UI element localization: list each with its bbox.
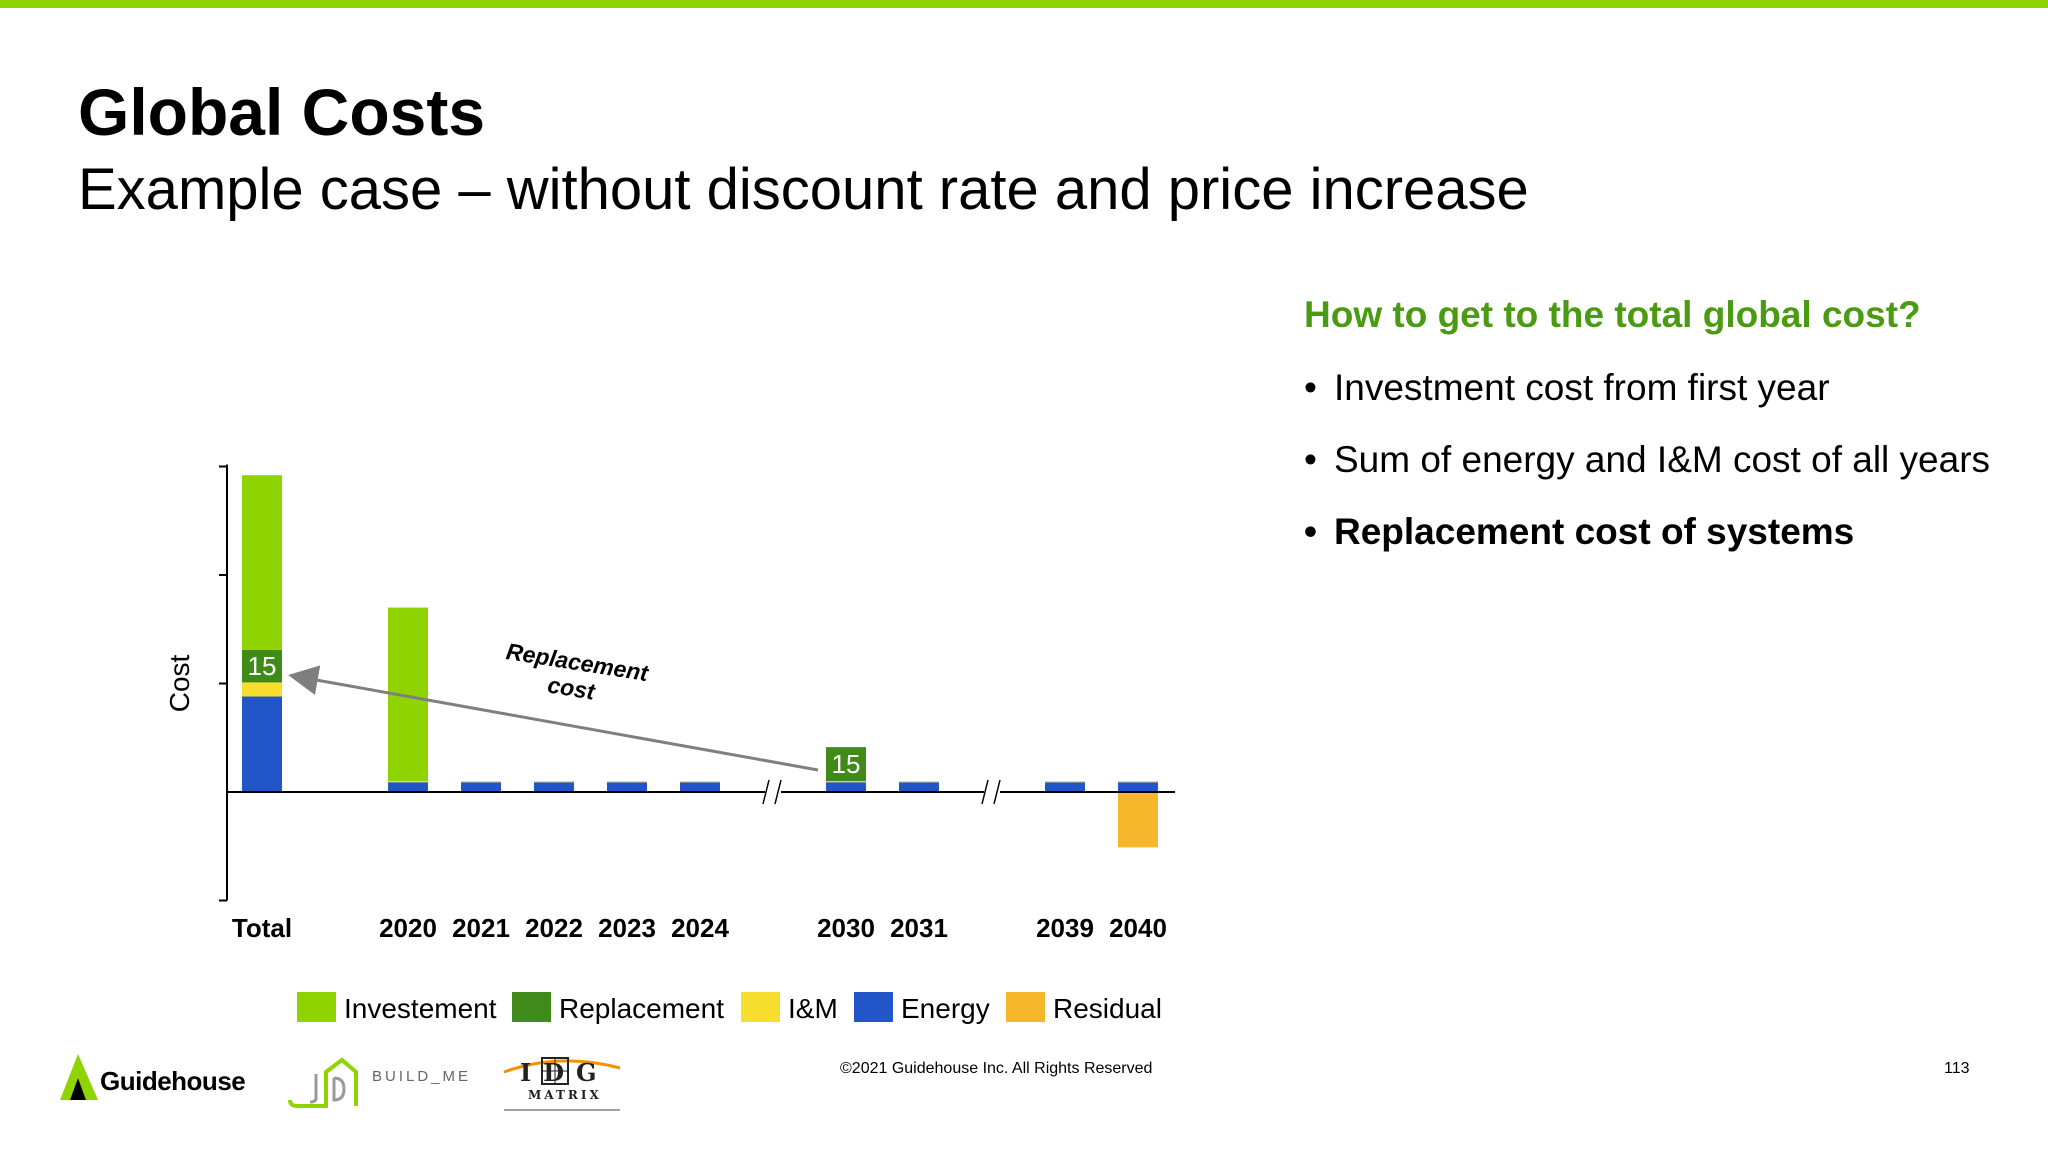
legend-label: Energy [901, 993, 990, 1024]
bar-i-m-2021 [461, 781, 501, 783]
bar-residual-2040 [1118, 792, 1158, 848]
bar-replacement-total [242, 649, 282, 683]
axis-break-mark [762, 779, 770, 805]
replacement-value-box [826, 747, 866, 782]
copyright-notice: ©2021 Guidehouse Inc. All Rights Reserve… [840, 1060, 1153, 1077]
bar-energy-2024 [680, 782, 720, 792]
bar-i-m-2024 [680, 781, 720, 783]
bar-i-m-2040 [1118, 781, 1158, 783]
bar-energy-2030 [826, 782, 866, 792]
bar-i-m-2022 [534, 781, 574, 783]
x-tick-label: 2031 [890, 913, 948, 943]
axis-break-mark [993, 779, 1001, 805]
legend-label: Replacement [559, 993, 724, 1024]
x-tick-label: 2024 [671, 913, 729, 943]
legend-swatch [1006, 992, 1045, 1022]
bar-i-m-2030 [826, 781, 866, 783]
bar-i-m-2023 [607, 781, 647, 783]
bar-energy-2023 [607, 782, 647, 792]
bar-energy-2040 [1118, 782, 1158, 792]
bar-investement-total [242, 475, 282, 650]
guidehouse-logo-icon [60, 1054, 98, 1100]
bar-energy-2039 [1045, 782, 1085, 792]
legend-swatch [297, 992, 336, 1022]
page-number: 113 [1944, 1060, 1970, 1077]
bullet-item: Replacement cost of systems [1304, 508, 2004, 555]
axis-break-mark [774, 779, 782, 805]
idg-logo-subtext: MATRIX [528, 1088, 602, 1102]
bar-i-m-total [242, 682, 282, 697]
bar-i-m-2031 [899, 781, 939, 783]
idg-logo-letters: IDG [520, 1058, 609, 1087]
replacement-value-label: 15 [832, 749, 861, 779]
build-me-logo-icon [288, 1057, 358, 1108]
legend-swatch [854, 992, 893, 1022]
bar-energy-2021 [461, 782, 501, 792]
bar-energy-2031 [899, 782, 939, 792]
replacement-value-label: 15 [248, 651, 277, 681]
axis-break-mark [981, 779, 989, 805]
side-panel-bullets: Investment cost from first year Sum of e… [1304, 364, 2004, 580]
axis-break-gap [765, 789, 781, 795]
x-tick-label: 2030 [817, 913, 875, 943]
idg-matrix-logo-icon [503, 1057, 621, 1111]
legend-swatch [512, 992, 551, 1022]
y-axis-label: Cost [164, 654, 195, 712]
legend-swatch [741, 992, 780, 1022]
bar-energy-2022 [534, 782, 574, 792]
bar-i-m-2039 [1045, 781, 1085, 783]
bullet-item: Sum of energy and I&M cost of all years [1304, 436, 2004, 483]
bar-i-m-2020 [388, 781, 428, 783]
page-title: Global Costs [78, 75, 486, 149]
bullet-item: Investment cost from first year [1304, 364, 2004, 411]
axis-break-gap [984, 789, 1000, 795]
legend-label: Investement [344, 993, 497, 1024]
stacked-bar-chart: Cost Total 2020 2021 2022 2023 2024 2030 2031 203… [164, 464, 1175, 1024]
x-tick-label: 2039 [1036, 913, 1094, 943]
x-tick-label: 2023 [598, 913, 656, 943]
annotation-arrow [288, 665, 819, 772]
page-subtitle: Example case – without discount rate and… [78, 157, 1529, 222]
bar-energy-2020 [388, 782, 428, 792]
x-tick-label: 2021 [452, 913, 510, 943]
legend-label: I&M [788, 993, 838, 1024]
legend-label: Residual [1053, 993, 1162, 1024]
build-me-logo-text: BUILD_ME [372, 1068, 472, 1085]
x-tick-label: 2022 [525, 913, 583, 943]
top-accent-bar [0, 0, 2048, 8]
x-tick-label: 2040 [1109, 913, 1167, 943]
x-tick-label: Total [232, 913, 292, 943]
x-tick-label: 2020 [379, 913, 437, 943]
side-panel-heading: How to get to the total global cost? [1304, 294, 1921, 335]
guidehouse-logo-text: Guidehouse [100, 1066, 246, 1096]
bar-energy-total [242, 696, 282, 792]
